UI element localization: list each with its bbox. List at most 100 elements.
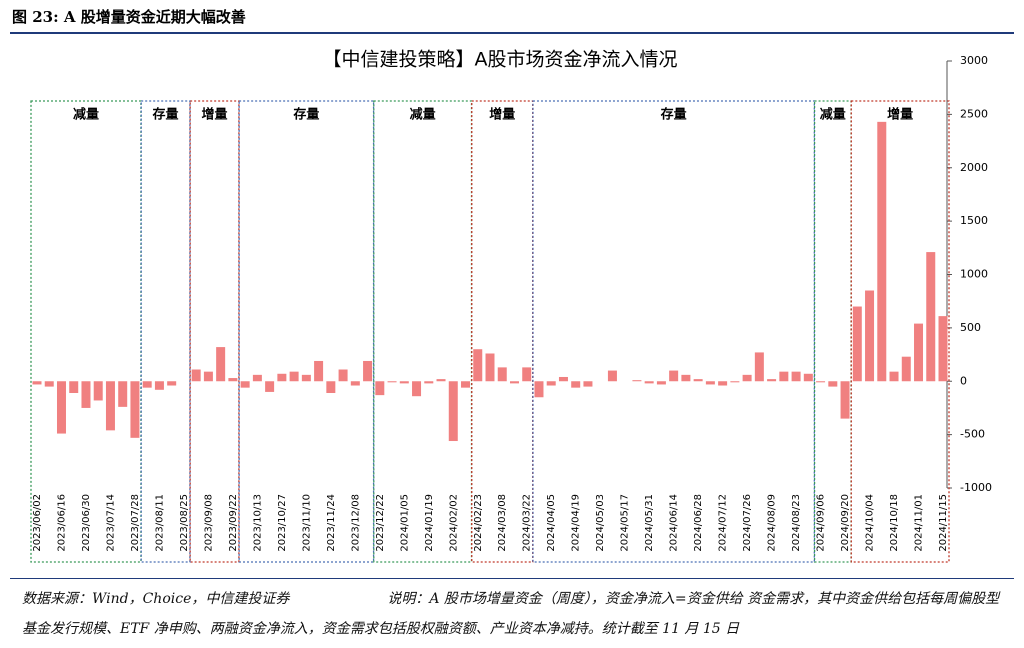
- bar: [889, 371, 899, 382]
- bar: [326, 381, 336, 393]
- x-tick-label: 2023/08/25: [179, 494, 190, 552]
- bar: [142, 381, 152, 388]
- x-tick-label: 2024/01/05: [399, 494, 410, 552]
- x-tick-label: 2024/07/12: [718, 494, 729, 552]
- bar: [877, 121, 887, 382]
- bar: [338, 369, 348, 382]
- bar: [277, 373, 287, 382]
- bar: [424, 381, 434, 384]
- bar: [191, 369, 201, 382]
- bar: [914, 323, 924, 382]
- header-rule: [10, 32, 1014, 34]
- x-tick-label: 2023/07/28: [130, 494, 141, 552]
- bar: [644, 381, 654, 384]
- bar: [228, 378, 238, 382]
- region-label: 存量: [661, 107, 687, 123]
- bar: [167, 381, 177, 386]
- bar: [130, 381, 140, 438]
- x-tick-label: 2024/05/17: [620, 494, 631, 552]
- bar: [93, 381, 103, 401]
- x-tick-label: 2023/11/10: [301, 494, 312, 552]
- y-tick-label: -500: [960, 428, 985, 441]
- region-label: 增量: [489, 107, 515, 123]
- bar: [289, 371, 299, 382]
- x-tick-label: 2024/03/22: [522, 494, 533, 552]
- x-tick-label: 2024/06/14: [669, 494, 680, 552]
- bar: [375, 381, 385, 396]
- y-tick-label: 1500: [960, 214, 988, 227]
- bar: [938, 316, 948, 382]
- x-tick-label: 2023/10/13: [252, 494, 263, 552]
- x-tick-label: 2024/08/09: [767, 494, 778, 552]
- x-tick-label: 2024/07/26: [742, 494, 753, 552]
- region-box: [813, 100, 852, 563]
- x-tick-label: 2024/04/19: [571, 494, 582, 552]
- bar: [607, 370, 617, 382]
- y-tick-label: 500: [960, 321, 981, 334]
- x-tick-label: 2023/10/27: [277, 494, 288, 552]
- region-label: 减量: [820, 107, 846, 123]
- region-label: 增量: [887, 107, 913, 123]
- x-tick-label: 2024/05/31: [644, 494, 655, 552]
- bar: [118, 381, 128, 407]
- bar: [681, 374, 691, 382]
- x-tick-label: 2024/04/05: [546, 494, 557, 552]
- bar: [448, 381, 458, 442]
- x-tick-label: 2023/06/02: [32, 494, 43, 552]
- source: 数据来源：Wind，Choice，中信建投证券: [22, 591, 290, 607]
- x-tick-label: 2023/08/11: [154, 494, 165, 552]
- bar: [803, 373, 813, 382]
- region-box: [238, 100, 375, 563]
- chart: 【中信建投策略】A股市场资金净流入情况 3000 2500 2000 1500 1000…: [30, 49, 992, 563]
- region-label: 存量: [293, 107, 319, 123]
- bar: [301, 374, 311, 382]
- bar: [497, 367, 507, 382]
- y-tick-label: 2500: [960, 107, 988, 120]
- region-box: [850, 100, 950, 563]
- x-tick-label: 2023/06/30: [81, 494, 92, 552]
- region-box: [140, 100, 191, 563]
- bar: [754, 352, 764, 382]
- bar: [816, 381, 826, 383]
- bar: [840, 381, 850, 419]
- chart-title: 【中信建投策略】A股市场资金净流入情况: [323, 49, 678, 71]
- bar: [473, 349, 483, 382]
- x-tick-label: 2024/02/02: [448, 494, 459, 552]
- bar: [154, 381, 164, 390]
- region-label: 增量: [202, 107, 228, 123]
- bar: [56, 381, 66, 434]
- bar: [791, 371, 801, 382]
- bar: [705, 381, 715, 385]
- bar: [779, 371, 789, 382]
- bar: [350, 381, 360, 386]
- bar: [399, 381, 409, 384]
- y-tick-label: 1000: [960, 268, 988, 281]
- x-tick-label: 2023/09/08: [203, 494, 214, 552]
- y-tick-label: 0: [960, 374, 967, 387]
- bar: [522, 367, 532, 382]
- x-tick-label: 2024/10/04: [865, 494, 876, 552]
- bar: [693, 379, 703, 382]
- bar: [461, 381, 471, 388]
- region-box: [373, 100, 473, 563]
- bar: [81, 381, 91, 408]
- bar: [571, 381, 581, 388]
- bar: [203, 371, 213, 382]
- x-tick-label: 2023/12/22: [375, 494, 386, 552]
- bar: [44, 381, 54, 387]
- bar: [669, 370, 679, 382]
- figure-title: 图 23: A 股增量资金近期大幅改善: [12, 8, 246, 26]
- bar: [69, 381, 79, 393]
- x-tick-label: 2024/11/15: [938, 494, 949, 552]
- bar: [767, 379, 777, 382]
- x-tick-label: 2023/07/14: [105, 494, 116, 552]
- bar: [558, 376, 568, 382]
- bar: [742, 374, 752, 382]
- bar: [828, 381, 838, 387]
- bar: [314, 360, 324, 382]
- bar: [656, 381, 666, 385]
- x-tick-label: 2024/08/23: [791, 494, 802, 552]
- footer-rule: [10, 578, 1014, 579]
- y-tick-label: 3000: [960, 54, 988, 67]
- bar: [718, 381, 728, 386]
